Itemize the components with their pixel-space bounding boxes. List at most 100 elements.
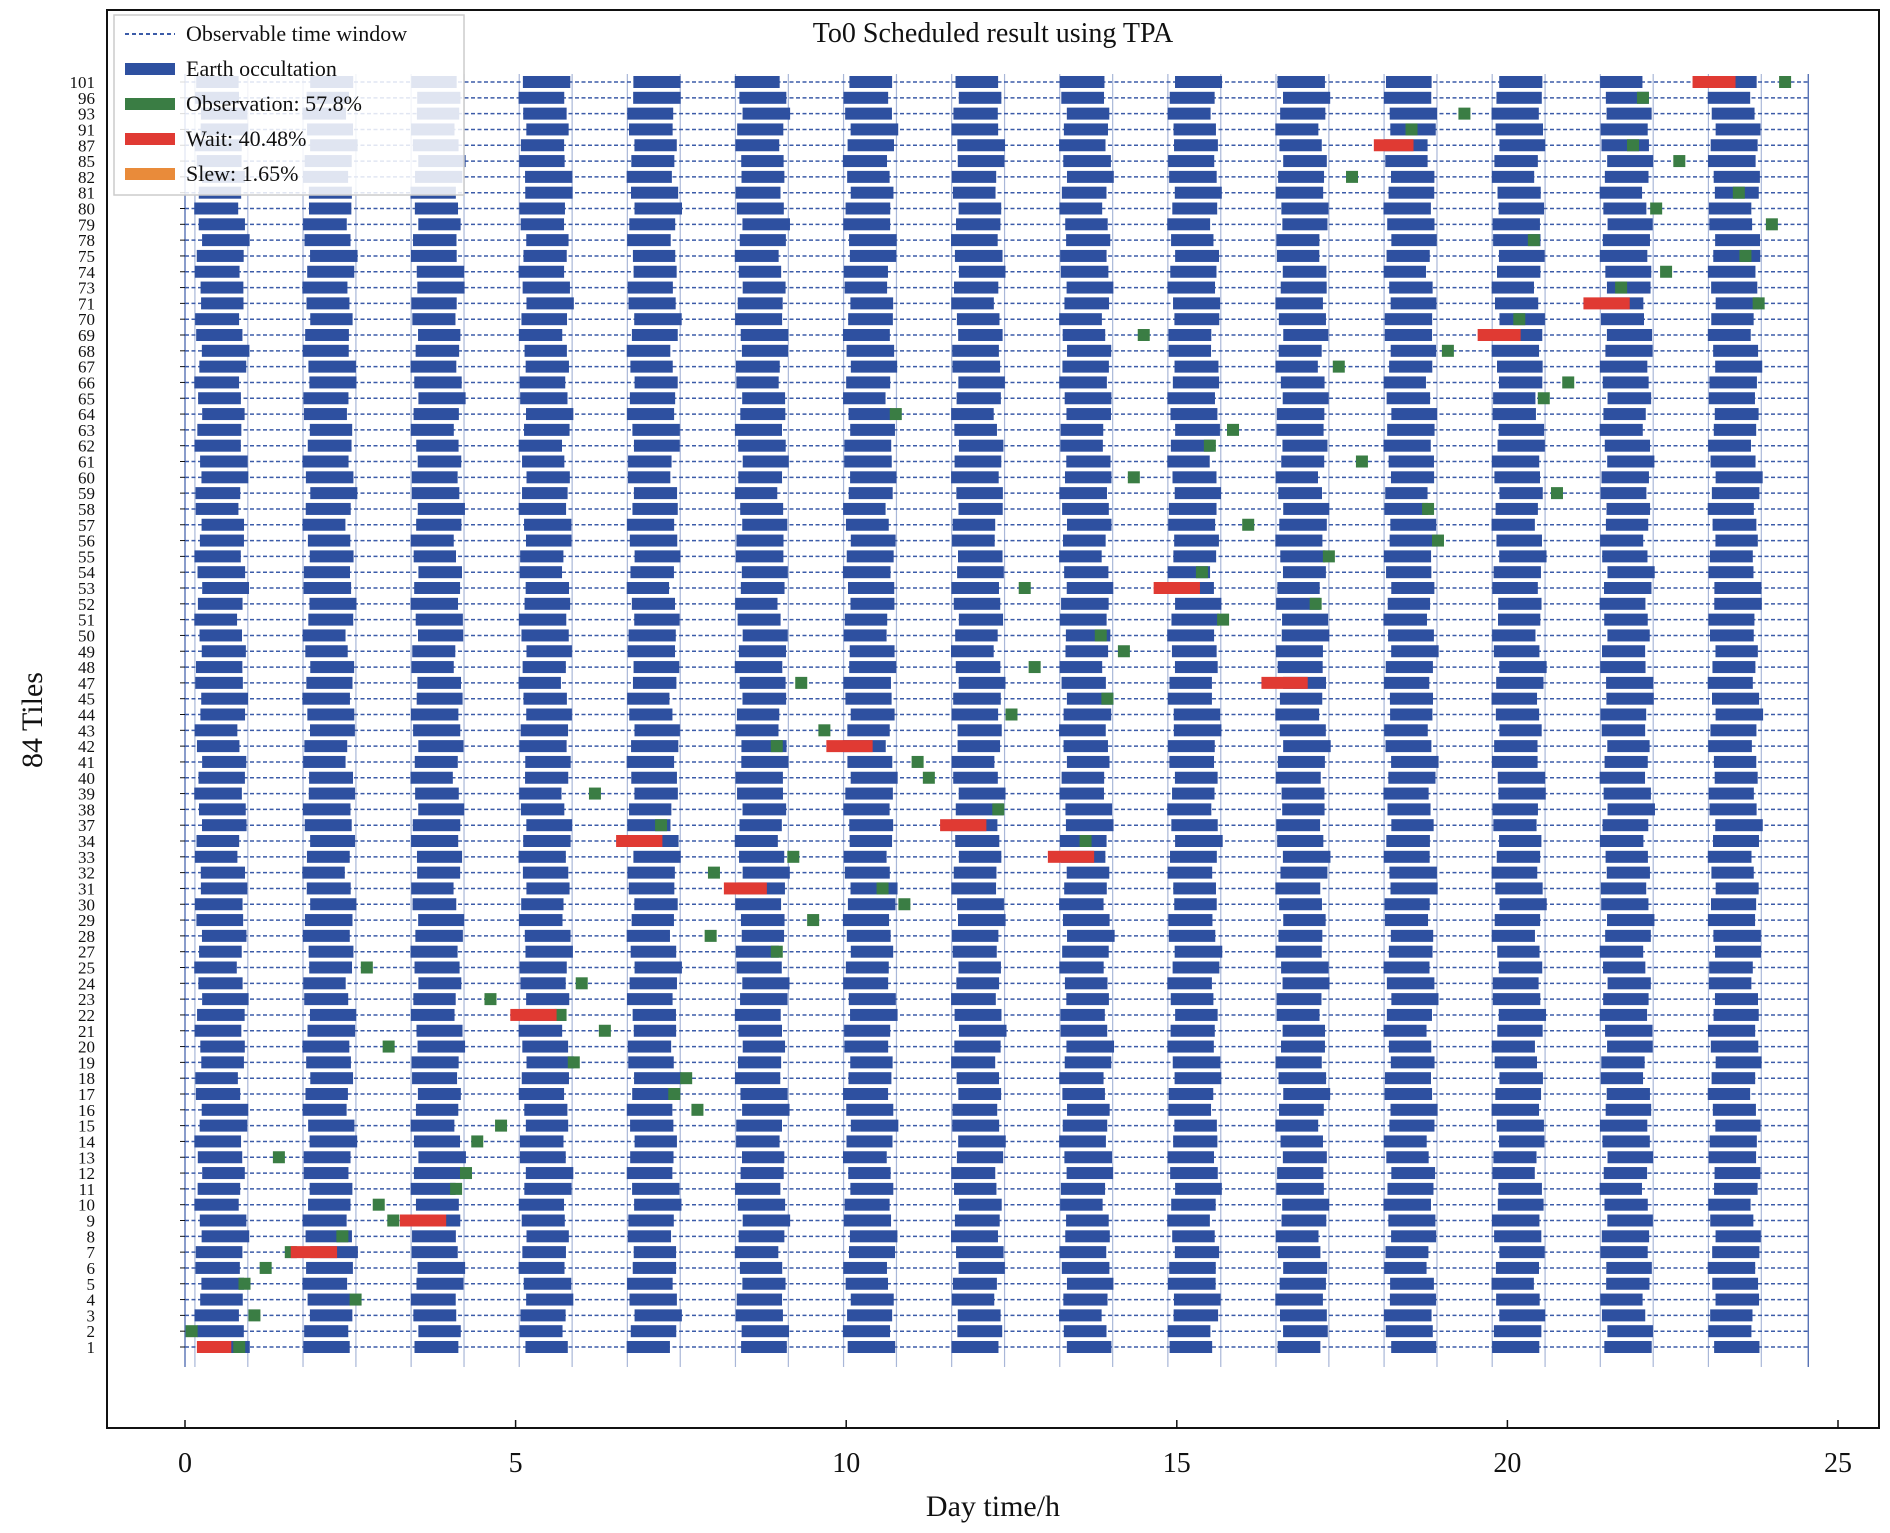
- occultation-bar: [306, 297, 350, 310]
- occultation-bar: [848, 487, 893, 500]
- occultation-bar: [958, 376, 1005, 389]
- occultation-bar: [1498, 1182, 1542, 1195]
- occultation-bar: [1499, 1135, 1545, 1148]
- observation-mark-25: [360, 961, 373, 974]
- occultation-bar: [1174, 186, 1222, 199]
- occultation-bar: [1062, 1088, 1105, 1100]
- observation-mark-50: [1094, 629, 1107, 642]
- occultation-bar: [524, 344, 567, 357]
- occultation-bar: [201, 1277, 244, 1290]
- wait-bar-9: [399, 1214, 447, 1227]
- occultation-bar: [958, 1024, 1007, 1037]
- occultation-bar: [1169, 1261, 1216, 1274]
- occultation-bar: [303, 566, 351, 579]
- occultation-bar: [1712, 1277, 1759, 1290]
- occultation-bar: [1602, 1135, 1650, 1148]
- occultation-bar: [845, 787, 893, 800]
- observation-mark-28: [704, 929, 717, 942]
- occultation-bar: [526, 993, 570, 1006]
- occultation-bar: [849, 835, 893, 847]
- observation-mark-19: [567, 1056, 580, 1069]
- occultation-bar: [843, 629, 887, 642]
- occultation-bar: [1060, 265, 1109, 278]
- y-tick-label: 61: [78, 453, 95, 472]
- occultation-bar: [525, 771, 569, 784]
- occultation-bar: [850, 1182, 894, 1195]
- occultation-bar: [195, 487, 241, 500]
- occultation-bar: [958, 850, 1002, 863]
- occultation-bar: [202, 1167, 245, 1180]
- occultation-bar: [627, 1277, 673, 1290]
- occultation-bar: [633, 76, 681, 88]
- occultation-bar: [1172, 1230, 1215, 1243]
- occultation-bar: [740, 914, 785, 927]
- occultation-bar: [525, 582, 570, 594]
- occultation-bar: [734, 835, 778, 847]
- occultation-bar: [956, 1151, 1004, 1164]
- occultation-bar: [958, 1261, 1005, 1274]
- occultation-bar: [416, 265, 465, 278]
- occultation-bar: [411, 297, 457, 310]
- occultation-bar: [1499, 835, 1542, 847]
- observation-mark-30: [898, 898, 911, 911]
- occultation-bar: [1383, 850, 1430, 863]
- occultation-bar: [1277, 1246, 1321, 1259]
- occultation-bar: [410, 360, 457, 373]
- occultation-bar: [736, 376, 779, 389]
- occultation-bar: [1600, 313, 1645, 326]
- occultation-bar: [740, 329, 789, 341]
- y-tick-label: 93: [78, 105, 95, 124]
- observation-mark-81: [1732, 186, 1745, 199]
- observation-mark-14: [471, 1135, 484, 1148]
- occultation-bar: [1498, 202, 1545, 215]
- occultation-bar: [1388, 186, 1435, 199]
- occultation-bar: [957, 724, 1002, 737]
- occultation-bar: [1497, 439, 1545, 452]
- y-tick-label: 4: [87, 1291, 96, 1310]
- occultation-bar: [735, 313, 783, 326]
- occultation-bar: [1282, 1151, 1327, 1164]
- occultation-bar: [302, 629, 346, 642]
- occultation-bar: [1497, 945, 1540, 958]
- occultation-bar: [201, 297, 244, 310]
- occultation-bar: [302, 1103, 347, 1116]
- occultation-bar: [1710, 139, 1758, 152]
- occultation-bar: [1603, 961, 1646, 974]
- occultation-bar: [1390, 344, 1437, 357]
- occultation-bar: [843, 850, 887, 863]
- occultation-bar: [1059, 1072, 1104, 1085]
- occultation-bar: [1281, 961, 1329, 974]
- occultation-bar: [1066, 455, 1111, 468]
- occultation-bar: [850, 1119, 899, 1132]
- occultation-bar: [1059, 1135, 1106, 1148]
- observation-mark-71: [1752, 297, 1765, 310]
- occultation-bar: [1606, 676, 1654, 689]
- occultation-bar: [1391, 1230, 1437, 1243]
- occultation-bar: [1497, 360, 1543, 373]
- occultation-bar: [1599, 1182, 1642, 1195]
- occultation-bar: [1391, 1167, 1436, 1180]
- y-tick-label: 64: [78, 405, 96, 424]
- occultation-bar: [1493, 1151, 1537, 1164]
- occultation-bar: [843, 977, 889, 990]
- occultation-bar: [1066, 408, 1111, 421]
- occultation-bar: [1062, 502, 1109, 515]
- occultation-bar: [630, 360, 673, 373]
- occultation-bar: [633, 1246, 677, 1259]
- occultation-bar: [520, 139, 565, 152]
- y-tick-label: 11: [79, 1180, 95, 1199]
- occultation-bar: [518, 1024, 563, 1037]
- occultation-bar: [1715, 297, 1760, 310]
- occultation-bar: [1276, 1008, 1320, 1021]
- occultation-bar: [1170, 439, 1214, 452]
- occultation-bar: [1170, 265, 1217, 278]
- observation-mark-47: [795, 676, 808, 689]
- occultation-bar: [1174, 1119, 1217, 1132]
- occultation-bar: [951, 882, 997, 895]
- occultation-bar: [310, 487, 358, 500]
- observation-mark-31: [876, 882, 889, 895]
- occultation-bar: [630, 1325, 677, 1338]
- occultation-bar: [1710, 898, 1757, 911]
- occultation-bar: [1063, 1325, 1107, 1338]
- occultation-bar: [412, 1230, 456, 1243]
